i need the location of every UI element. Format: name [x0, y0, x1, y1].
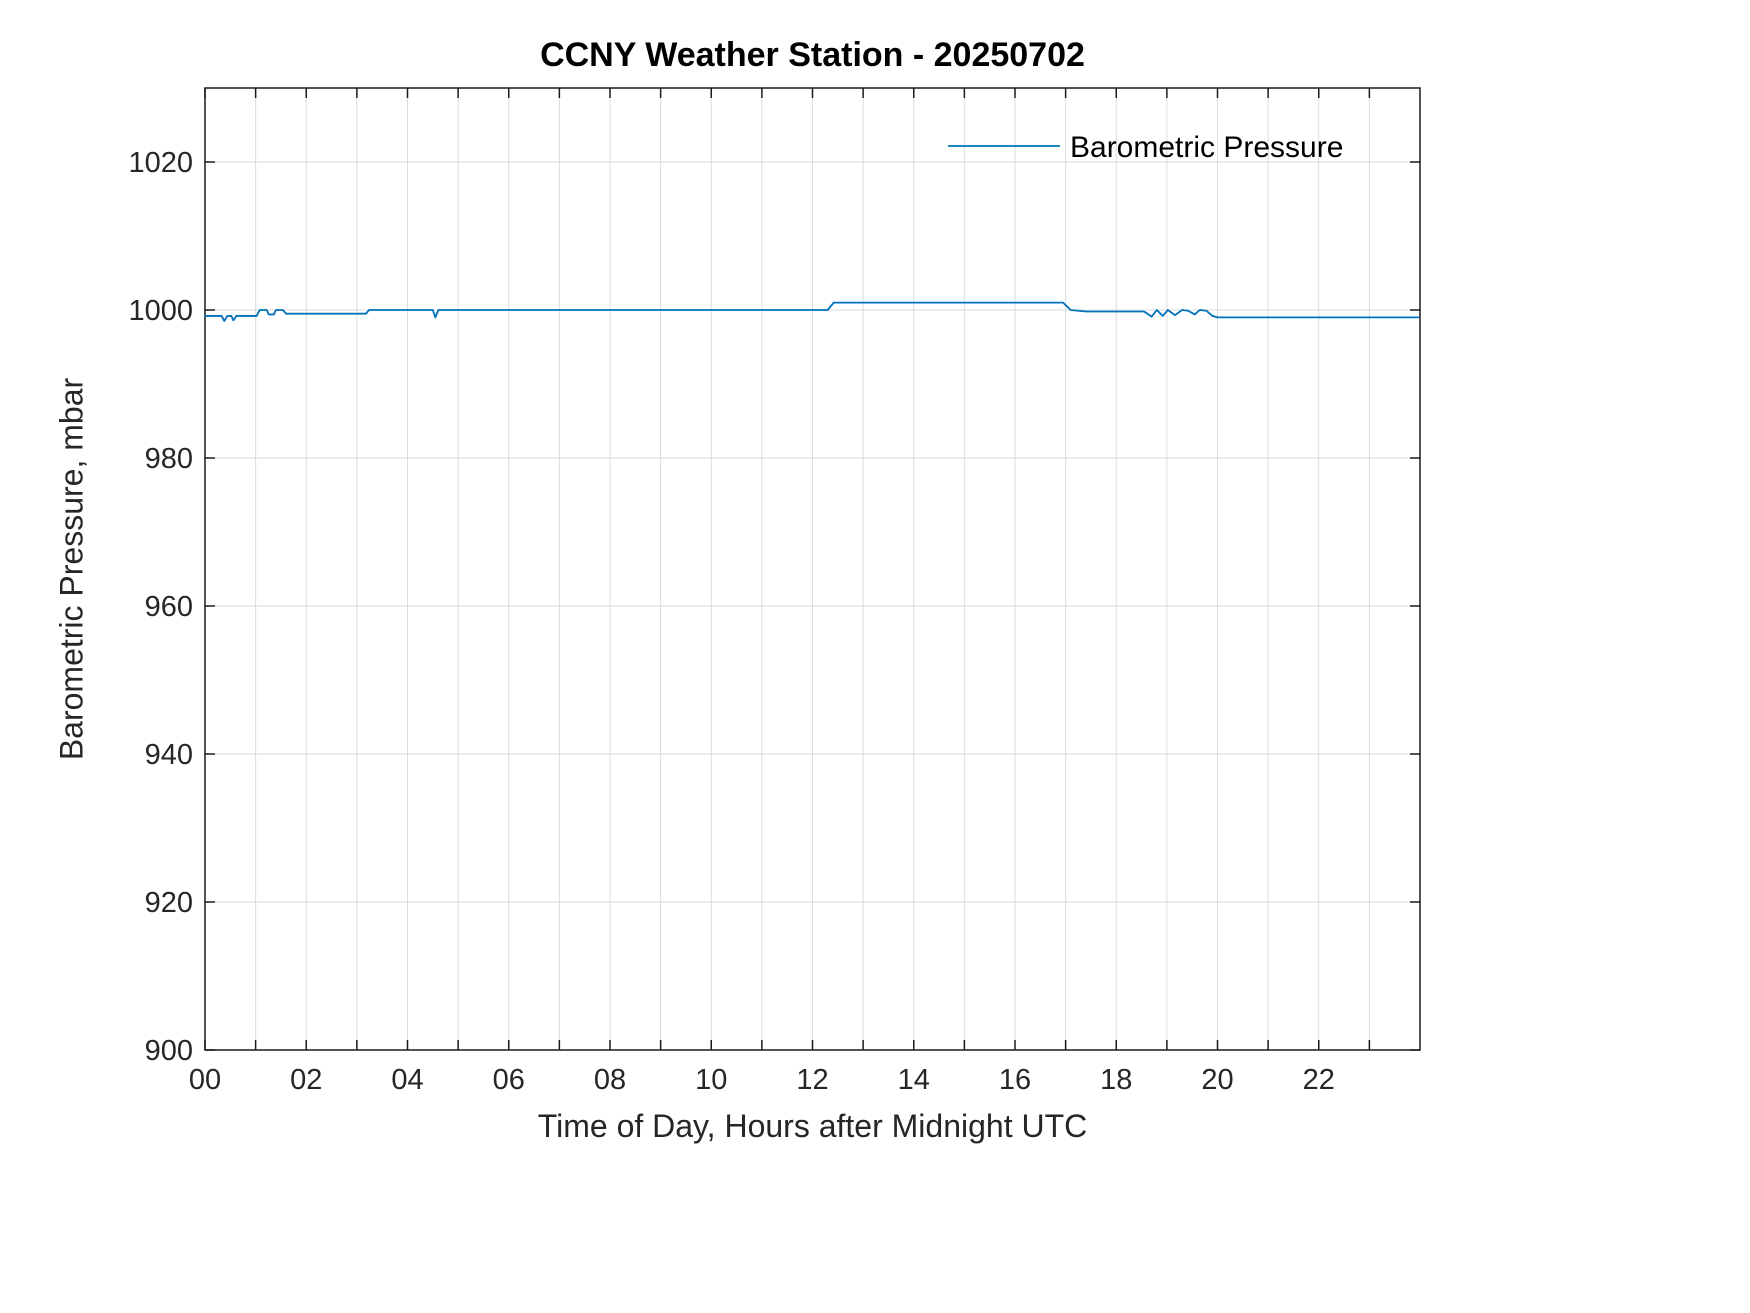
x-axis-label: Time of Day, Hours after Midnight UTC: [537, 1108, 1088, 1144]
x-tick-label: 20: [1201, 1064, 1233, 1096]
y-tick-label: 900: [145, 1035, 193, 1067]
x-tick-label: 18: [1100, 1064, 1132, 1096]
y-tick-label: 940: [145, 739, 193, 771]
x-tick-label: 10: [695, 1064, 727, 1096]
x-tick-label: 08: [594, 1064, 626, 1096]
chart-title: CCNY Weather Station - 20250702: [540, 36, 1085, 74]
x-tick-label: 02: [290, 1064, 322, 1096]
legend-label: Barometric Pressure: [1070, 131, 1343, 164]
x-tick-label: 04: [391, 1064, 423, 1096]
y-tick-label: 1000: [128, 295, 193, 327]
y-tick-label: 920: [145, 887, 193, 919]
axes-box: [204, 87, 1421, 1051]
y-tick-label: 1020: [128, 147, 193, 179]
y-tick-label: 980: [145, 443, 193, 475]
pressure-line: [204, 301, 1420, 323]
x-tick-label: 12: [796, 1064, 828, 1096]
y-tick-label: 960: [145, 591, 193, 623]
x-tick-label: 16: [999, 1064, 1031, 1096]
x-tick-label: 22: [1303, 1064, 1335, 1096]
x-tick-label: 14: [898, 1064, 930, 1096]
x-tick-label: 00: [189, 1064, 221, 1096]
x-tick-label: 06: [493, 1064, 525, 1096]
